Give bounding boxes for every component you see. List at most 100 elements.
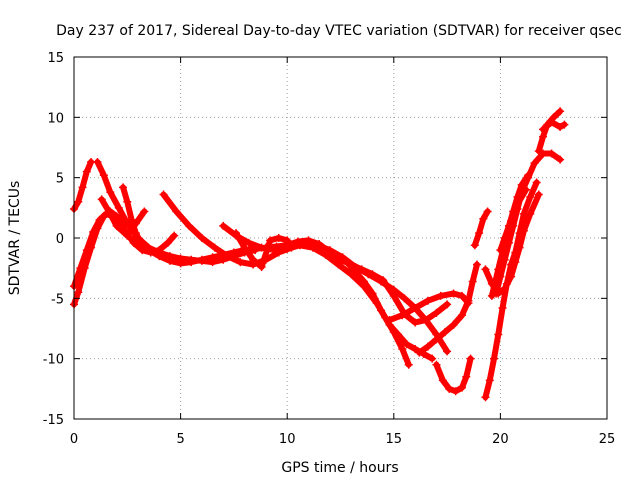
data-point-marker (400, 294, 409, 303)
data-point-marker (274, 234, 283, 242)
data-point-marker (468, 277, 477, 286)
series-track-l (415, 260, 481, 357)
data-point-marker (295, 241, 304, 250)
data-point-marker (445, 384, 454, 393)
data-point-marker (398, 345, 407, 354)
data-point-marker (155, 249, 164, 258)
data-point-marker (411, 303, 420, 312)
data-point-marker (219, 255, 228, 264)
data-point-marker (485, 376, 494, 385)
series-band (160, 191, 451, 355)
data-point-marker (377, 277, 386, 286)
chart-title: Day 237 of 2017, Sidereal Day-to-day VTE… (56, 23, 622, 39)
data-point-marker (223, 252, 232, 261)
series-band (540, 119, 568, 133)
x-tick-label: 25 (599, 432, 616, 447)
series-track-g (159, 190, 452, 356)
data-point-marker (308, 243, 317, 252)
data-point-marker (507, 272, 516, 281)
data-point-marker (106, 188, 115, 197)
data-point-marker (411, 318, 420, 327)
data-point-marker (490, 354, 499, 363)
data-point-marker (249, 255, 258, 264)
series-band (220, 222, 412, 368)
data-point-marker (368, 289, 377, 298)
data-point-marker (270, 246, 279, 255)
data-point-marker (524, 171, 533, 180)
data-point-marker (481, 393, 490, 402)
data-point-marker (511, 258, 520, 267)
series-track-a (70, 157, 96, 214)
grid (74, 57, 607, 419)
data-point-marker (99, 171, 108, 180)
data-point-marker (131, 229, 140, 238)
data-point-marker (170, 231, 179, 240)
series-track-s (534, 107, 565, 156)
y-tick-label: -15 (43, 413, 64, 428)
axis-ticks: 0 5 10 15 20 25 -15 -10 -5 0 5 10 15 (43, 51, 616, 447)
data-point-marker (112, 221, 121, 230)
data-point-marker (472, 260, 481, 269)
data-point-marker (479, 214, 488, 223)
y-tick-label: 0 (56, 232, 64, 247)
data-point-marker (236, 258, 245, 267)
data-point-marker (526, 209, 535, 218)
series-band (471, 208, 491, 249)
data-point-marker (257, 243, 266, 252)
data-point-marker (334, 260, 343, 269)
data-point-marker (443, 300, 452, 309)
data-point-marker (402, 340, 411, 349)
data-point-marker (530, 159, 539, 168)
data-point-marker (165, 252, 174, 261)
data-point-marker (78, 183, 87, 192)
data-point-marker (432, 335, 441, 344)
data-point-marker (197, 234, 206, 242)
data-point-marker (462, 372, 471, 381)
series-band (488, 186, 529, 299)
data-point-marker (114, 203, 123, 212)
data-point-marker (498, 303, 507, 312)
data-point-marker (515, 243, 524, 252)
data-point-marker (411, 345, 420, 354)
data-point-marker (210, 243, 219, 252)
series-track-m (385, 289, 473, 325)
data-point-marker (436, 291, 445, 300)
data-point-marker (208, 258, 217, 267)
data-point-marker (359, 277, 368, 286)
data-point-marker (517, 180, 526, 189)
data-point-marker (244, 238, 253, 247)
data-point-marker (123, 197, 132, 206)
data-point-marker (507, 217, 516, 226)
data-point-marker (519, 226, 528, 235)
data-point-marker (432, 360, 441, 369)
data-point-marker (443, 347, 452, 356)
data-point-marker (534, 147, 543, 156)
data-point-marker (481, 265, 490, 274)
data-point-marker (521, 185, 530, 194)
data-point-marker (500, 238, 509, 247)
data-point-marker (449, 320, 458, 329)
data-point-marker (219, 221, 228, 230)
series-band (416, 261, 480, 356)
y-tick-label: 5 (56, 172, 64, 187)
data-point-marker (138, 241, 147, 250)
data-point-marker (440, 328, 449, 337)
data-point-marker (97, 195, 106, 204)
data-point-marker (415, 348, 424, 357)
data-point-marker (257, 262, 266, 271)
data-point-marker (547, 149, 556, 158)
data-point-marker (232, 229, 241, 238)
y-tick-label: -10 (43, 353, 64, 368)
data-point-marker (129, 238, 138, 247)
data-point-marker (325, 246, 334, 255)
series-band (98, 196, 148, 239)
data-point-marker (351, 267, 360, 276)
data-point-marker (423, 342, 432, 351)
y-tick-label: 10 (47, 111, 64, 126)
data-point-marker (494, 330, 503, 339)
data-point-marker (385, 316, 394, 325)
data-point-marker (283, 236, 292, 245)
data-point-marker (404, 360, 413, 369)
data-point-marker (458, 291, 467, 300)
